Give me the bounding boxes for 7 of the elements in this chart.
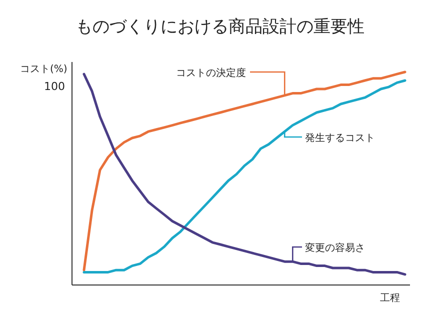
text: コストの決定度	[176, 67, 246, 79]
legend-label: 変更の容易さ	[305, 242, 365, 254]
y-axis-title: コスト(%)	[20, 64, 68, 75]
text: 100	[44, 80, 65, 93]
x-axis-title: 工程	[380, 293, 400, 304]
legend-label: 発生するコスト	[305, 132, 375, 144]
chart-title: ものづくりにおける商品設計の重要性	[76, 17, 364, 37]
